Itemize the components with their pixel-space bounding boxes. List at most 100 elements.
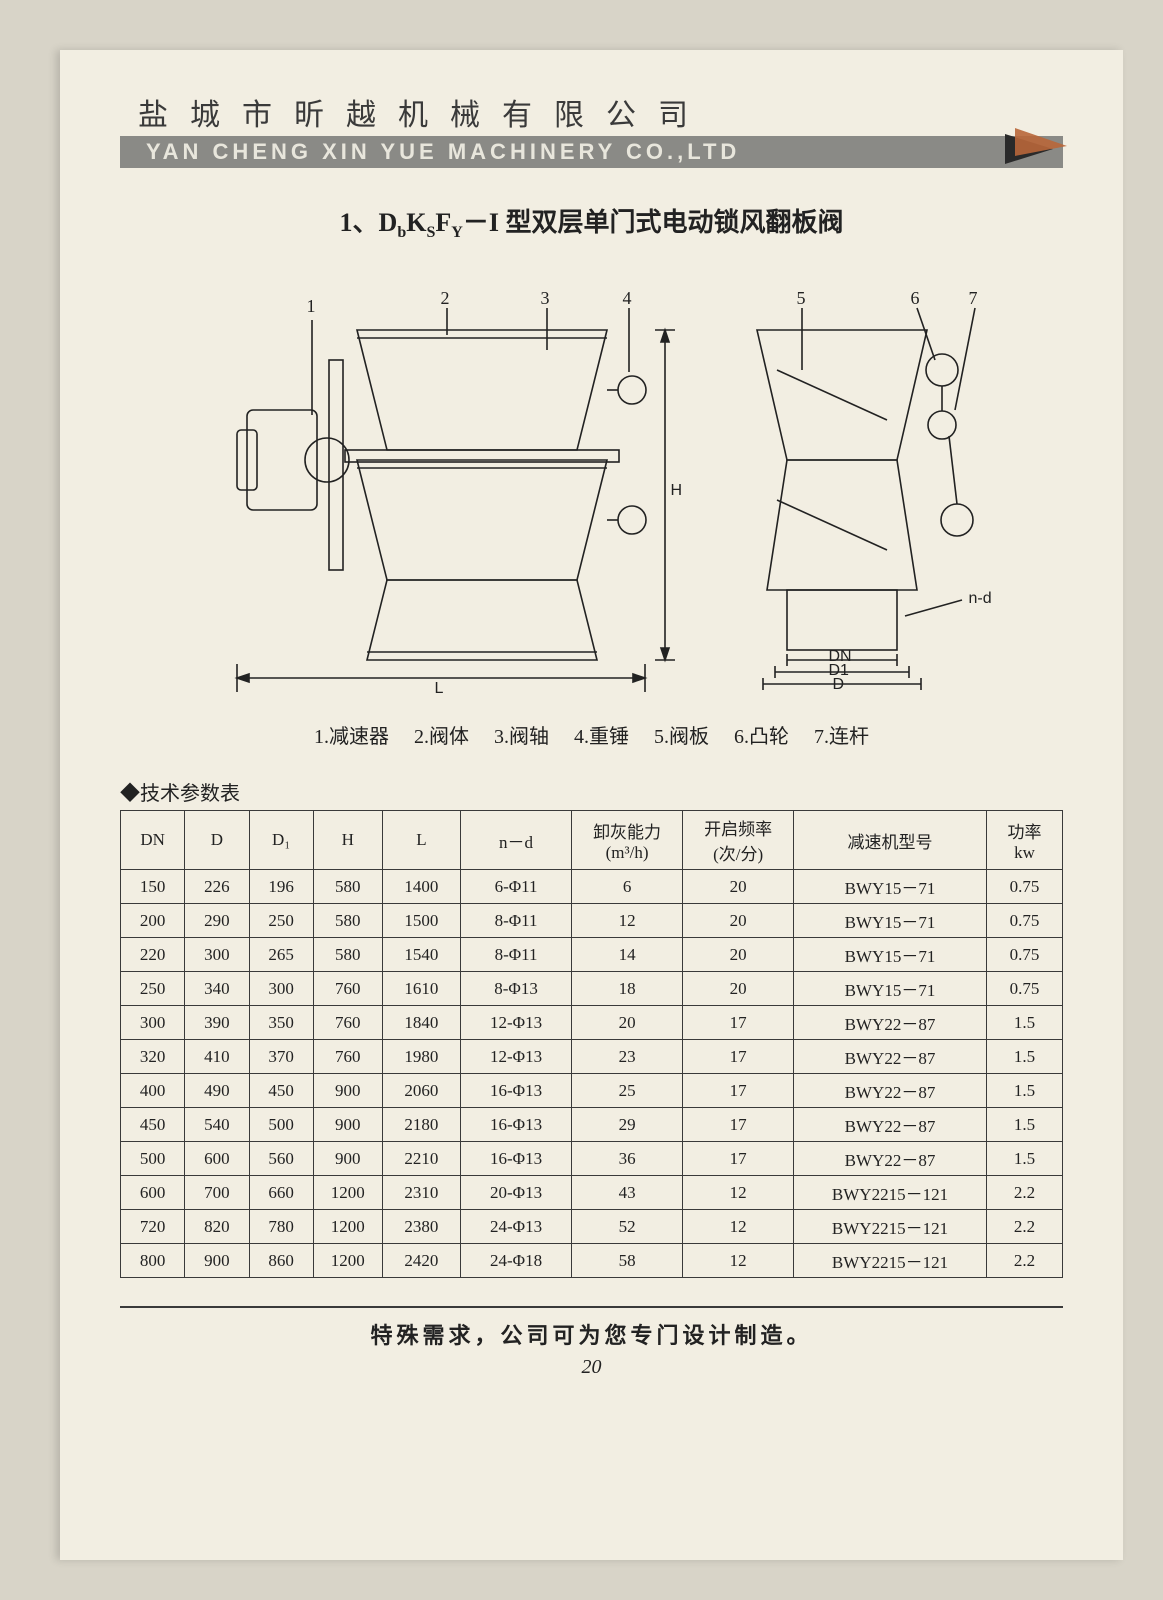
table-cell: 450 [249,1074,313,1108]
table-cell: 860 [249,1244,313,1278]
table-cell: 1.5 [986,1142,1062,1176]
table-cell: 0.75 [986,904,1062,938]
table-cell: 560 [249,1142,313,1176]
table-cell: 8-Φ13 [461,972,572,1006]
table-cell: 500 [121,1142,185,1176]
table-cell: 900 [185,1244,249,1278]
table-cell: BWY22－87 [794,1142,987,1176]
table-cell: 2380 [382,1210,460,1244]
table-cell: BWY2215－121 [794,1244,987,1278]
table-cell: 14 [572,938,683,972]
page-header: 盐城市昕越机械有限公司 YAN CHENG XIN YUE MACHINERY … [120,90,1063,168]
document-page: 盐城市昕越机械有限公司 YAN CHENG XIN YUE MACHINERY … [60,50,1123,1560]
table-cell: 2.2 [986,1244,1062,1278]
table-cell: BWY2215－121 [794,1210,987,1244]
table-cell: 16-Φ13 [461,1074,572,1108]
table-cell: 12 [683,1176,794,1210]
table-cell: 29 [572,1108,683,1142]
table-cell: 25 [572,1074,683,1108]
table-cell: 12 [683,1244,794,1278]
table-cell: 24-Φ18 [461,1244,572,1278]
table-cell: 52 [572,1210,683,1244]
table-cell: 370 [249,1040,313,1074]
table-cell: 700 [185,1176,249,1210]
legend-item: 5.阀板 [654,726,709,748]
table-col-header: n－d [461,811,572,870]
callout-7: 7 [969,288,978,309]
legend-item: 7.连杆 [814,726,869,748]
table-cell: 390 [185,1006,249,1040]
table-title: ◆技术参数表 [120,777,1063,806]
table-cell: BWY15－71 [794,972,987,1006]
table-header-row: DNDD₁HLn－d卸灰能力(m³/h)开启频率(次/分)减速机型号功率kw [121,811,1063,870]
table-cell: 17 [683,1040,794,1074]
table-cell: 340 [185,972,249,1006]
table-cell: 720 [121,1210,185,1244]
table-cell: 2.2 [986,1176,1062,1210]
table-row: 300390350760184012-Φ132017BWY22－871.5 [121,1006,1063,1040]
table-cell: 0.75 [986,938,1062,972]
table-row: 15022619658014006-Φ11620BWY15－710.75 [121,870,1063,904]
table-row: 25034030076016108-Φ131820BWY15－710.75 [121,972,1063,1006]
table-cell: 2420 [382,1244,460,1278]
table-cell: 16-Φ13 [461,1142,572,1176]
table-cell: 196 [249,870,313,904]
table-cell: 20 [683,904,794,938]
table-cell: 760 [313,972,382,1006]
arrow-logo-icon [1003,124,1073,180]
table-cell: 540 [185,1108,249,1142]
table-col-header: 卸灰能力(m³/h) [572,811,683,870]
table-row: 400490450900206016-Φ132517BWY22－871.5 [121,1074,1063,1108]
table-cell: 660 [249,1176,313,1210]
table-cell: 6-Φ11 [461,870,572,904]
diagram-svg [177,260,1007,700]
dim-H: H [671,482,683,500]
table-cell: 1.5 [986,1108,1062,1142]
table-row: 6007006601200231020-Φ134312BWY2215－1212.… [121,1176,1063,1210]
table-row: 500600560900221016-Φ133617BWY22－871.5 [121,1142,1063,1176]
legend-item: 1.减速器 [314,726,389,748]
table-row: 320410370760198012-Φ132317BWY22－871.5 [121,1040,1063,1074]
table-cell: 17 [683,1006,794,1040]
table-cell: 17 [683,1074,794,1108]
table-cell: 2310 [382,1176,460,1210]
table-cell: 16-Φ13 [461,1108,572,1142]
table-cell: 12-Φ13 [461,1006,572,1040]
callout-5: 5 [797,288,806,309]
table-cell: 20-Φ13 [461,1176,572,1210]
table-cell: 0.75 [986,870,1062,904]
callout-1: 1 [307,296,316,317]
table-cell: 250 [249,904,313,938]
diagram-legend: 1.减速器 2.阀体 3.阀轴 4.重锤 5.阀板 6.凸轮 7.连杆 [120,720,1063,749]
table-cell: 43 [572,1176,683,1210]
table-col-header: H [313,811,382,870]
company-bar: YAN CHENG XIN YUE MACHINERY CO.,LTD [120,136,1063,168]
table-col-header: L [382,811,460,870]
table-cell: 600 [121,1176,185,1210]
legend-item: 4.重锤 [574,726,629,748]
bottom-rule [120,1306,1063,1308]
callout-3: 3 [541,288,550,309]
table-col-header: 开启频率(次/分) [683,811,794,870]
callout-4: 4 [623,288,632,309]
company-name-cn: 盐城市昕越机械有限公司 [120,90,1063,134]
title-prefix: 1、 [340,208,379,237]
table-cell: 580 [313,904,382,938]
table-cell: 150 [121,870,185,904]
table-cell: 400 [121,1074,185,1108]
table-row: 450540500900218016-Φ132917BWY22－871.5 [121,1108,1063,1142]
table-cell: 2180 [382,1108,460,1142]
table-cell: 900 [313,1074,382,1108]
table-cell: 1200 [313,1210,382,1244]
table-col-header: D₁ [249,811,313,870]
table-cell: 900 [313,1108,382,1142]
table-cell: 24-Φ13 [461,1210,572,1244]
page-number: 20 [120,1356,1063,1379]
dim-D: D [833,676,845,694]
table-cell: 12 [572,904,683,938]
legend-item: 3.阀轴 [494,726,549,748]
table-cell: 290 [185,904,249,938]
product-title: 1、DbKSFY－I 型双层单门式电动锁风翻板阀 [120,202,1063,242]
legend-item: 6.凸轮 [734,726,789,748]
callout-6: 6 [911,288,920,309]
